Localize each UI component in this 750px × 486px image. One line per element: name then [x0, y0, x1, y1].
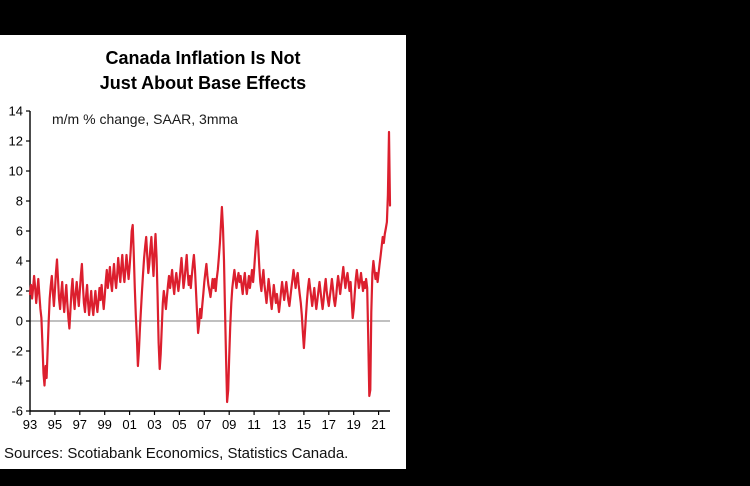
svg-text:6: 6	[16, 224, 23, 239]
chart-subtitle: m/m % change, SAAR, 3mma	[52, 111, 238, 127]
svg-text:17: 17	[322, 417, 336, 432]
svg-text:11: 11	[247, 417, 261, 432]
svg-text:05: 05	[172, 417, 186, 432]
y-axis: 14 12 10 8 6 4 2 0 -2 -4 -6	[9, 104, 31, 419]
svg-text:-4: -4	[11, 374, 23, 389]
svg-text:10: 10	[9, 164, 23, 179]
svg-text:12: 12	[9, 134, 23, 149]
line-chart: 14 12 10 8 6 4 2 0 -2 -4 -693 95 97 99 01 03 05 07 09 11 13 1…	[9, 104, 392, 432]
svg-text:8: 8	[16, 194, 23, 209]
svg-text:93: 93	[23, 417, 37, 432]
svg-text:14: 14	[9, 104, 23, 119]
svg-text:99: 99	[97, 417, 111, 432]
svg-text:15: 15	[297, 417, 311, 432]
svg-text:03: 03	[147, 417, 161, 432]
svg-text:-6: -6	[11, 404, 23, 419]
svg-text:2: 2	[16, 284, 23, 299]
svg-text:4: 4	[16, 254, 23, 269]
chart-title: Canada Inflation Is Not Just About Base …	[99, 48, 307, 93]
svg-text:07: 07	[197, 417, 211, 432]
sources-note: Sources: Scotiabank Economics, Statistic…	[4, 445, 349, 462]
chart-panel: Canada Inflation Is Not Just About Base …	[0, 35, 406, 469]
svg-text:19: 19	[346, 417, 360, 432]
svg-text:13: 13	[272, 417, 286, 432]
svg-text:95: 95	[48, 417, 62, 432]
inflation-line	[28, 130, 392, 404]
svg-text:09: 09	[222, 417, 236, 432]
svg-text:0: 0	[16, 314, 23, 329]
svg-text:97: 97	[73, 417, 87, 432]
svg-text:21: 21	[371, 417, 385, 432]
svg-text:-2: -2	[11, 344, 23, 359]
svg-text:01: 01	[122, 417, 136, 432]
x-axis: 93 95 97 99 01 03 05 07 09 11 13 15 17 19 21	[23, 410, 390, 432]
